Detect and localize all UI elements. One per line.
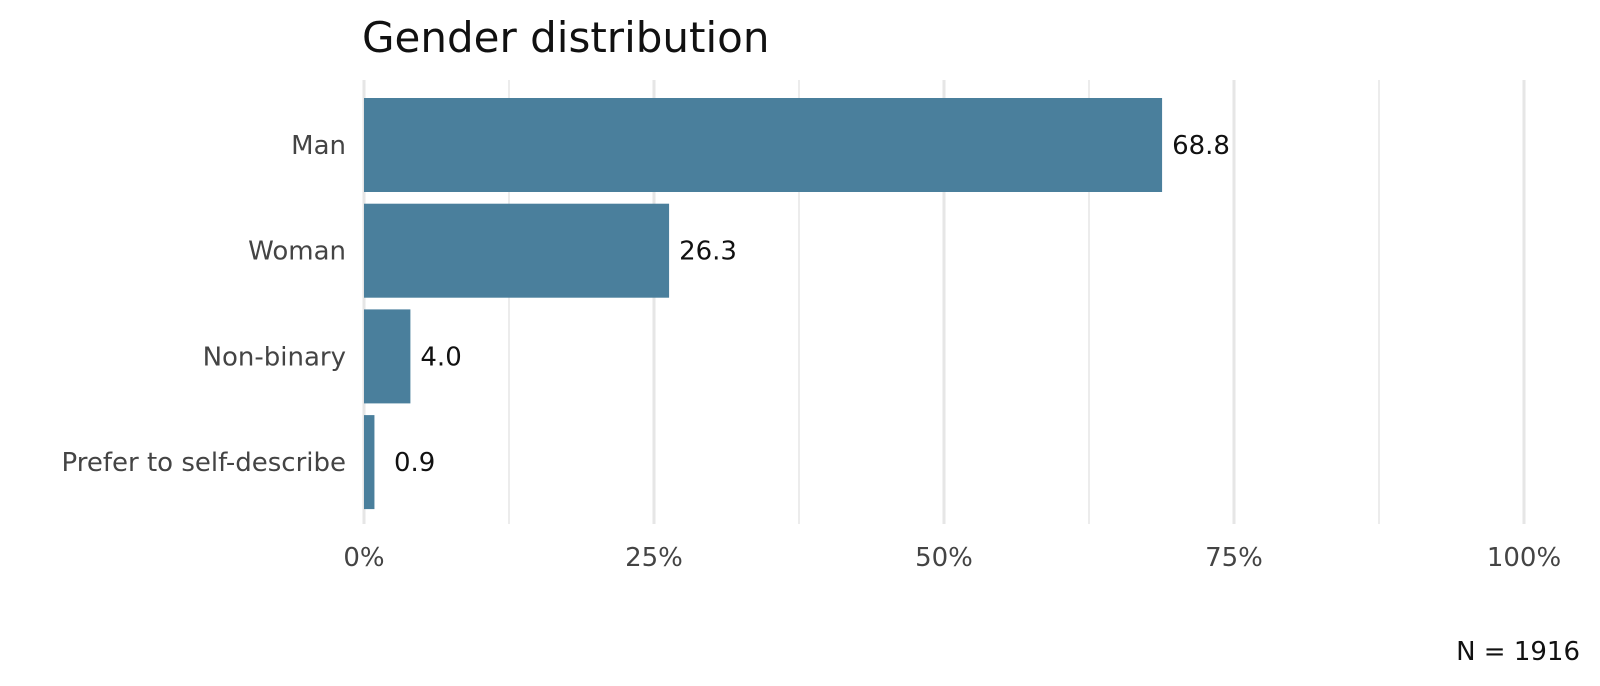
chart-title: Gender distribution <box>362 13 769 62</box>
bar <box>364 98 1163 192</box>
x-tick-label: 100% <box>1487 543 1561 573</box>
category-label: Woman <box>248 237 346 267</box>
value-label: 0.9 <box>394 448 435 478</box>
value-label: 4.0 <box>420 342 461 372</box>
sample-size-caption: N = 1916 <box>1456 637 1580 667</box>
x-tick-label: 25% <box>625 543 683 573</box>
category-label: Man <box>291 131 346 161</box>
x-tick-label: 0% <box>343 543 384 573</box>
bars <box>364 98 1163 510</box>
category-label: Non-binary <box>203 342 346 372</box>
value-label: 26.3 <box>679 237 737 267</box>
category-label: Prefer to self-describe <box>62 448 346 478</box>
value-label: 68.8 <box>1172 131 1230 161</box>
bar <box>364 203 670 298</box>
x-tick-label: 75% <box>1205 543 1263 573</box>
labels: Man 68.8 Woman 26.3 Non-binary 4.0 Prefer to s… <box>62 131 1562 573</box>
bar <box>364 415 375 510</box>
x-tick-label: 50% <box>915 543 973 573</box>
bar <box>364 309 411 404</box>
